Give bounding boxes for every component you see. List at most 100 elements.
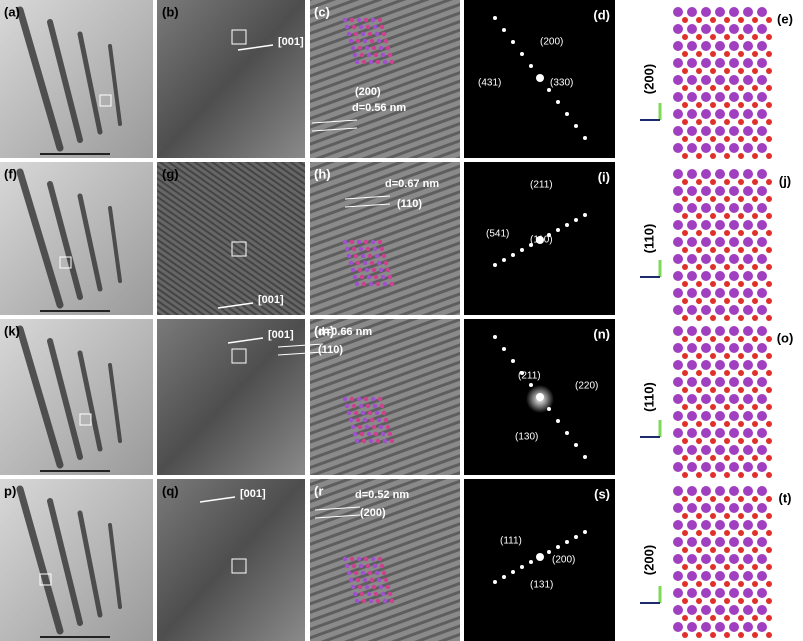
atom <box>743 360 753 370</box>
atom <box>724 17 730 23</box>
spot-index: (200) <box>552 555 575 566</box>
atom <box>385 267 391 273</box>
atom <box>738 230 744 236</box>
atom <box>757 360 767 370</box>
atom <box>715 305 725 315</box>
atom <box>382 281 388 287</box>
atom <box>766 547 772 553</box>
atom <box>366 431 372 437</box>
atom <box>389 438 395 444</box>
atom <box>710 496 716 502</box>
atom <box>356 239 362 245</box>
atom <box>757 75 767 85</box>
atom <box>349 17 355 23</box>
atom <box>710 632 716 638</box>
panel-label: (d) <box>593 7 610 22</box>
atom <box>364 45 370 51</box>
atom <box>348 417 354 423</box>
atom <box>378 45 384 51</box>
zoom-box <box>231 348 247 364</box>
atom <box>370 239 376 245</box>
atom <box>682 196 688 202</box>
atom <box>738 315 744 321</box>
diffraction-spot <box>529 243 533 247</box>
direction-label: [001] <box>258 294 284 306</box>
atom <box>724 353 730 359</box>
diffraction-spot <box>511 253 515 257</box>
atom <box>682 230 688 236</box>
arrow <box>217 302 254 309</box>
atom <box>360 253 366 259</box>
atom <box>358 246 364 252</box>
atom <box>710 438 716 444</box>
atom <box>729 109 739 119</box>
atom <box>766 472 772 478</box>
atom <box>356 556 362 562</box>
atom <box>743 143 753 153</box>
atom <box>673 462 683 472</box>
atom <box>710 119 716 125</box>
atom <box>389 598 395 604</box>
atom <box>724 196 730 202</box>
atom <box>682 51 688 57</box>
atom <box>346 253 352 259</box>
atom <box>715 326 725 336</box>
atom <box>687 486 697 496</box>
nanorod <box>16 485 64 635</box>
atom <box>729 305 739 315</box>
zoom-box <box>231 558 247 574</box>
hrtem-image <box>157 162 305 315</box>
atom <box>724 387 730 393</box>
atom <box>673 24 683 34</box>
atom <box>752 298 758 304</box>
atom <box>701 445 711 455</box>
atom <box>738 472 744 478</box>
atom <box>354 438 360 444</box>
zoom-box <box>79 413 92 426</box>
atom <box>715 169 725 179</box>
atom <box>766 34 772 40</box>
atom <box>766 298 772 304</box>
atom <box>715 41 725 51</box>
atom <box>682 387 688 393</box>
atom <box>715 254 725 264</box>
atom <box>701 109 711 119</box>
atom <box>710 513 716 519</box>
atom <box>757 186 767 196</box>
spot-index: (431) <box>478 78 501 89</box>
atom <box>766 196 772 202</box>
atom <box>752 34 758 40</box>
atom <box>366 52 372 58</box>
atom <box>752 264 758 270</box>
atom <box>766 615 772 621</box>
atom <box>687 288 697 298</box>
atom <box>696 615 702 621</box>
atom <box>766 438 772 444</box>
atom <box>743 7 753 17</box>
atom <box>687 143 697 153</box>
atom <box>757 143 767 153</box>
atom <box>363 396 369 402</box>
atom <box>687 622 697 632</box>
atom <box>715 92 725 102</box>
atom <box>673 186 683 196</box>
nanorod <box>16 6 64 152</box>
atom <box>673 377 683 387</box>
spot-index: (211) <box>530 180 553 191</box>
atom <box>715 237 725 247</box>
atom <box>682 438 688 444</box>
atom <box>701 143 711 153</box>
atom <box>696 404 702 410</box>
atom <box>687 445 697 455</box>
diffraction-spot <box>583 530 587 534</box>
atom <box>724 632 730 638</box>
atom <box>376 417 382 423</box>
atom <box>379 563 385 569</box>
atom <box>724 281 730 287</box>
atom <box>752 455 758 461</box>
atom <box>682 247 688 253</box>
atom <box>710 17 716 23</box>
atom <box>738 179 744 185</box>
atom <box>350 267 356 273</box>
atom <box>701 126 711 136</box>
